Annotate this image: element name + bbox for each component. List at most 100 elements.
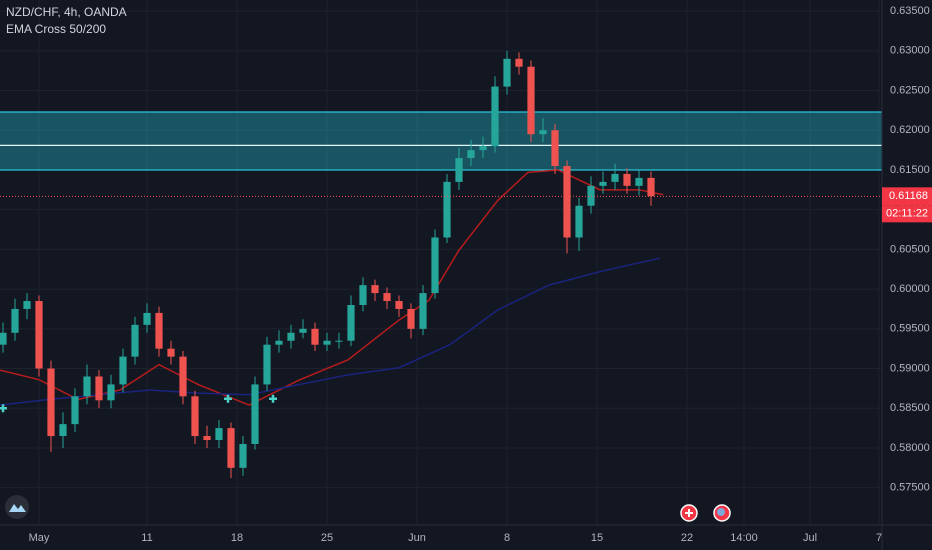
y-tick-label: 0.61500 [890, 164, 930, 176]
x-tick-label: 15 [591, 532, 603, 544]
grid [0, 0, 882, 525]
symbol-title: NZD/CHF, 4h, OANDA [6, 5, 127, 19]
x-tick-label: 18 [231, 532, 243, 544]
candle-body [623, 173, 631, 186]
event-icon-cross[interactable] [685, 509, 693, 517]
candle-body [431, 237, 439, 294]
candle-body [119, 356, 127, 385]
candle-body [491, 86, 499, 147]
candle-body [443, 181, 451, 238]
y-tick-label: 0.58500 [890, 402, 930, 414]
logo-mark[interactable] [9, 504, 26, 512]
candle-body [551, 130, 559, 166]
x-tick-label: 8 [504, 532, 510, 544]
x-tick-label: 22 [681, 532, 693, 544]
x-tick-label: Jun [408, 532, 426, 544]
candle-body [11, 308, 19, 333]
candle-body [419, 293, 427, 329]
candle-body [287, 332, 295, 341]
candle-body [83, 376, 91, 397]
y-tick-label: 0.62000 [890, 124, 930, 136]
candle-body [71, 396, 79, 425]
y-tick-label: 0.60500 [890, 243, 930, 255]
candle-body [143, 312, 151, 325]
candle-body [227, 428, 235, 468]
candle-body [95, 376, 103, 401]
candle-body [167, 348, 175, 357]
cross-marker [269, 394, 277, 403]
candle-body [107, 384, 115, 401]
candle-body [611, 173, 619, 182]
y-tick-label: 0.60000 [890, 283, 930, 295]
candle-body [539, 130, 547, 135]
candle-body [599, 181, 607, 186]
candle-body [23, 301, 31, 309]
candle-body [323, 340, 331, 345]
event-icon-flag[interactable] [717, 508, 725, 516]
candle-body [647, 177, 655, 197]
candle-body [371, 285, 379, 294]
candle-body [251, 384, 259, 444]
candle-body [191, 396, 199, 437]
timer-box [882, 205, 932, 223]
candle-body [575, 205, 583, 238]
candle-body [335, 340, 343, 342]
candle-body [47, 368, 55, 437]
candle-body [467, 150, 475, 159]
candle-body [203, 436, 211, 441]
candle-body [131, 324, 139, 357]
y-tick-label: 0.63000 [890, 45, 930, 57]
y-tick-label: 0.63500 [890, 5, 930, 17]
indicator-title: EMA Cross 50/200 [6, 22, 106, 36]
x-tick-label: May [29, 532, 50, 544]
candle-body [527, 66, 535, 135]
candle-body [455, 158, 463, 182]
candle-body [407, 308, 415, 329]
plot [0, 50, 882, 479]
cross-marker [0, 404, 7, 413]
candle-body [155, 312, 163, 349]
candle-body [311, 328, 319, 345]
candle-body [587, 185, 595, 206]
x-tick-label: 14:00 [730, 532, 758, 544]
candle-body [0, 332, 7, 345]
last-price-label: 0.61168 [889, 190, 928, 202]
y-tick-label: 0.58000 [890, 442, 930, 454]
candle-body [359, 285, 367, 305]
x-tick-label: 11 [141, 532, 152, 544]
candle-body [215, 428, 223, 441]
candle-body [347, 304, 355, 341]
timer-label: 02:11:22 [886, 208, 928, 220]
logo[interactable] [5, 495, 29, 519]
candle-body [515, 58, 523, 67]
y-tick-label: 0.57500 [890, 482, 930, 494]
candle-body [59, 424, 67, 437]
zone [0, 111, 882, 170]
candle-body [503, 58, 511, 87]
x-tick-label: 25 [321, 532, 333, 544]
candle-body [275, 340, 283, 345]
candle-body [563, 165, 571, 238]
y-tick-label: 0.62500 [890, 84, 930, 96]
candle-body [395, 301, 403, 309]
event-icon[interactable] [680, 504, 698, 522]
event-icon[interactable] [713, 504, 731, 522]
candle-body [239, 443, 247, 468]
candle-body [479, 146, 487, 151]
logo-circle[interactable] [5, 495, 29, 519]
x-tick-label: 7 [876, 532, 882, 544]
candle-body [263, 344, 271, 385]
candle-body [299, 328, 307, 333]
y-tick-label: 0.59500 [890, 323, 930, 335]
last-price-box [882, 187, 932, 206]
cross-marker [224, 394, 232, 403]
candle-body [383, 293, 391, 302]
candle-body [35, 301, 43, 369]
candle-body [635, 177, 643, 186]
x-tick-label: Jul [803, 532, 817, 544]
candle-body [179, 356, 187, 397]
y-tick-label: 0.59000 [890, 362, 930, 374]
